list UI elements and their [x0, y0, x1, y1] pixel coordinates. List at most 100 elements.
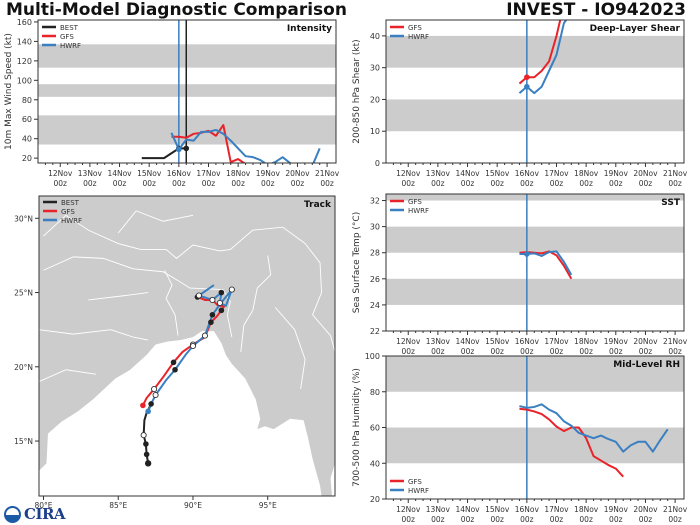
track-start-gfs — [140, 402, 146, 409]
track-point-open — [201, 332, 208, 339]
x-tick-label: 15Nov — [485, 505, 510, 514]
sst-plot-area — [386, 194, 684, 331]
track-point-filled — [208, 319, 214, 326]
series-marker-gfs — [524, 74, 530, 80]
panel-title: SST — [661, 198, 681, 208]
x-tick-label: 12Nov — [396, 169, 421, 178]
legend-label-hwrf: HWRF — [408, 487, 429, 495]
y-tick-label: 20 — [22, 154, 32, 163]
plot-frame — [385, 193, 685, 332]
panel-title: Track — [304, 200, 332, 210]
x-tick-label: 17Nov — [544, 505, 569, 514]
sst-panel: 22242628303212Nov00z13Nov00z14Nov00z15No… — [352, 193, 688, 356]
series-line-hwrf — [170, 128, 321, 163]
noaa-logo-icon — [4, 505, 21, 523]
x-tick-label: 00z — [401, 515, 415, 524]
x-tick-label: 00z — [461, 179, 475, 188]
border-line — [117, 210, 194, 234]
track-panel: 80°E 85°E 90°E 95°E 15°N 20°N 25°N 30°N Track BES… — [14, 195, 336, 510]
x-tick-label: 00z — [231, 179, 245, 188]
track-map-area — [39, 196, 335, 496]
y-tick-label: 20°N — [14, 363, 33, 372]
x-tick-label: 00z — [550, 515, 564, 524]
shaded-band — [386, 356, 684, 392]
legend-label-best: BEST — [61, 199, 80, 207]
y-tick-label: 30 — [370, 64, 380, 73]
track-point-open — [140, 432, 147, 439]
x-tick-label: 00z — [609, 347, 623, 356]
legend-label-gfs: GFS — [61, 208, 75, 216]
y-tick-label: 40 — [22, 135, 32, 144]
border-line — [240, 255, 272, 352]
y-axis-label: Sea Surface Temp (°C) — [352, 212, 362, 313]
ocean-area — [330, 463, 335, 496]
y-tick-label: 80 — [22, 96, 32, 105]
x-tick-label: 18Nov — [226, 169, 251, 178]
x-tick-label: 00z — [639, 515, 653, 524]
shaded-band — [386, 194, 684, 201]
y-tick-label: 40 — [370, 32, 380, 41]
track-point-filled — [209, 312, 216, 318]
x-tick-label: 00z — [83, 179, 97, 188]
series-marker-hwrf — [176, 146, 182, 153]
x-tick-label: 14Nov — [455, 505, 480, 514]
x-tick-label: 19Nov — [604, 169, 629, 178]
shaded-band — [386, 226, 684, 253]
y-tick-label: 30 — [370, 223, 380, 232]
track-point-open — [152, 391, 159, 399]
x-tick-label: 95°E — [259, 501, 277, 510]
x-tick-label: 00z — [461, 515, 475, 524]
track-point-open — [151, 386, 158, 393]
shear-plot-area — [386, 20, 684, 163]
y-axis-label: 200-850 hPa Shear (kt) — [352, 39, 362, 143]
x-tick-label: 00z — [668, 347, 682, 356]
x-tick-label: 00z — [461, 347, 475, 356]
y-tick-label: 60 — [370, 424, 380, 433]
x-tick-label: 13Nov — [426, 337, 451, 346]
x-tick-label: 00z — [579, 179, 593, 188]
x-tick-label: 00z — [609, 179, 623, 188]
x-tick-label: 00z — [550, 347, 564, 356]
border-line — [43, 256, 233, 338]
y-tick-label: 140 — [17, 37, 32, 46]
track-start-hwrf — [145, 408, 151, 415]
x-tick-label: 18Nov — [574, 169, 599, 178]
border-line — [39, 369, 96, 383]
track-point-filled — [172, 366, 178, 373]
border-line — [88, 292, 149, 301]
legend-label-gfs: GFS — [408, 198, 422, 206]
legend-label-gfs: GFS — [408, 24, 422, 32]
y-tick-label: 100 — [365, 352, 380, 361]
panel-title: Mid-Level RH — [613, 360, 680, 370]
x-tick-label: 00z — [401, 179, 415, 188]
border-line — [39, 329, 149, 341]
x-tick-label: 17Nov — [544, 337, 569, 346]
x-tick-label: 00z — [53, 179, 67, 188]
x-tick-label: 18Nov — [574, 337, 599, 346]
x-tick-label: 15Nov — [485, 169, 510, 178]
cira-logo-text: CIRA — [24, 505, 66, 523]
plot-frame — [385, 19, 685, 164]
border-line — [304, 243, 335, 353]
series-marker-hwrf — [524, 251, 530, 257]
series-marker-hwrf — [524, 83, 530, 90]
x-tick-label: 20Nov — [633, 169, 658, 178]
x-tick-label: 16Nov — [515, 169, 540, 178]
x-tick-label: 00z — [261, 179, 275, 188]
x-tick-label: 90°E — [184, 501, 202, 510]
series-line-gfs — [519, 407, 624, 478]
x-tick-label: 17Nov — [196, 169, 221, 178]
x-tick-label: 21Nov — [315, 169, 340, 178]
x-tick-label: 00z — [431, 347, 445, 356]
x-tick-label: 15Nov — [485, 337, 510, 346]
legend-label-hwrf: HWRF — [60, 42, 81, 50]
y-tick-label: 120 — [17, 57, 32, 66]
x-tick-label: 00z — [668, 515, 682, 524]
x-tick-label: 16Nov — [515, 337, 540, 346]
border-line — [274, 307, 306, 390]
x-tick-label: 20Nov — [285, 169, 310, 178]
x-tick-label: 19Nov — [604, 505, 629, 514]
x-tick-label: 19Nov — [256, 169, 281, 178]
intensity-plot-area — [38, 20, 336, 163]
x-tick-label: 00z — [142, 179, 156, 188]
